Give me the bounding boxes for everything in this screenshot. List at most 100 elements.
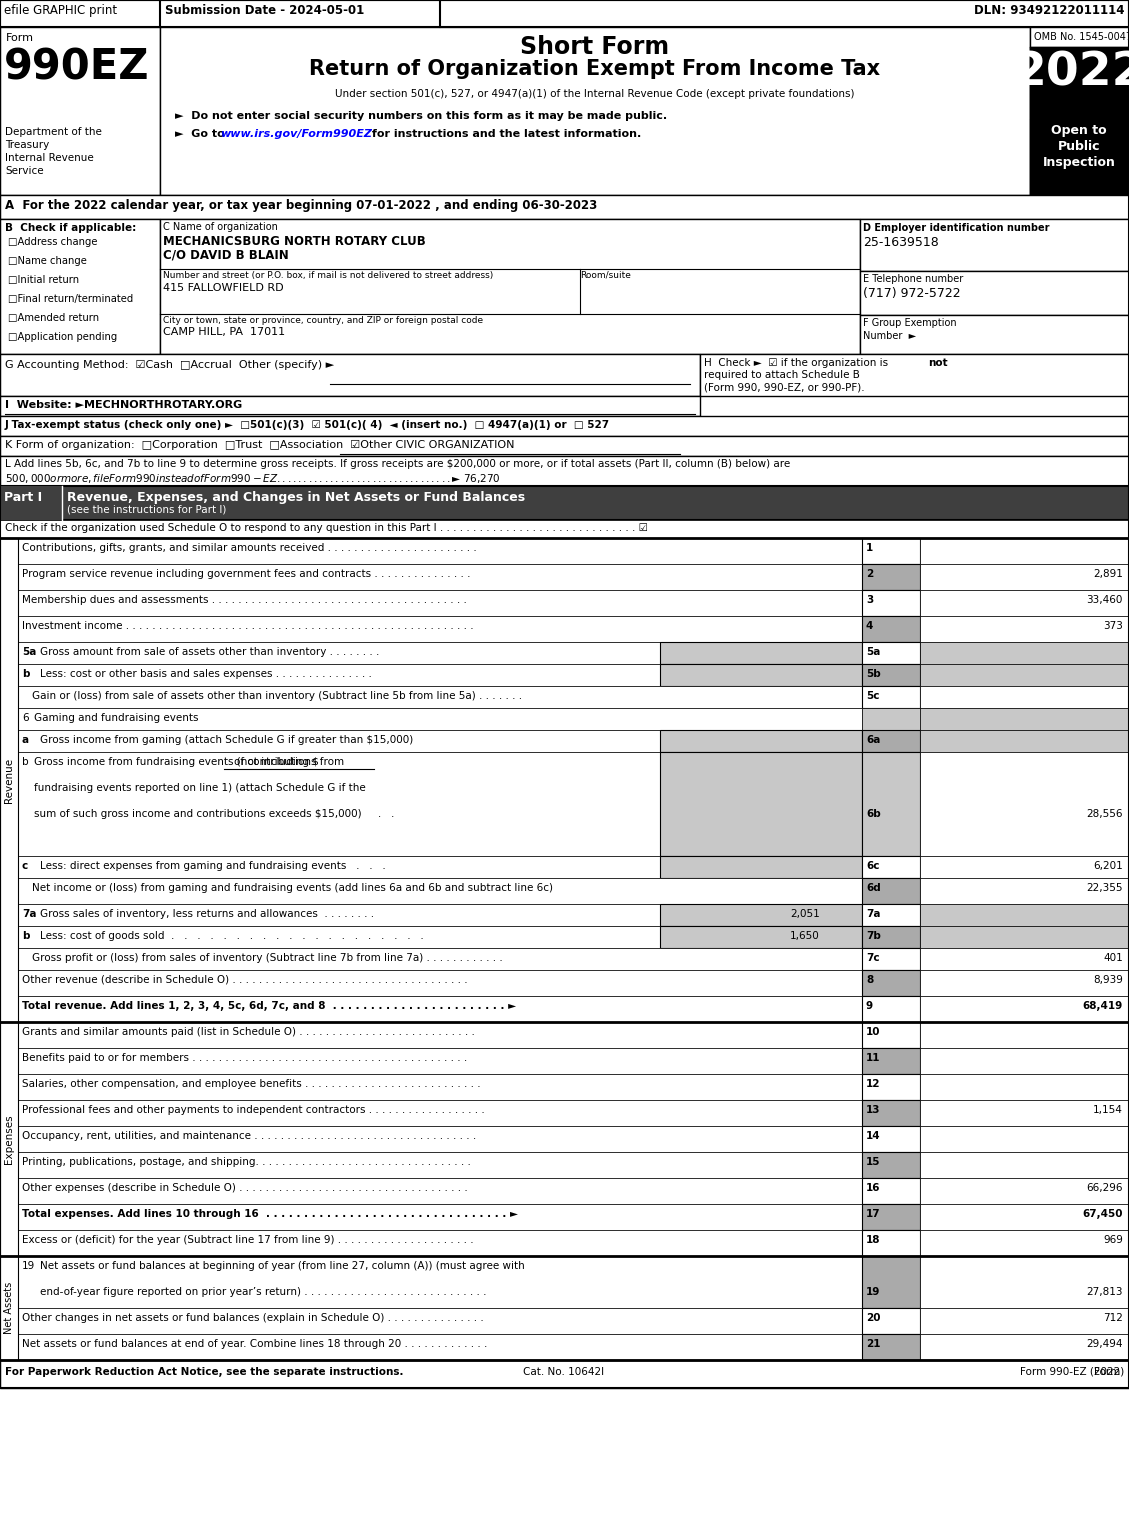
Text: b: b xyxy=(21,756,28,767)
Bar xyxy=(863,1151,920,1177)
Bar xyxy=(863,663,920,686)
Bar xyxy=(660,752,863,856)
Bar xyxy=(660,642,863,663)
Text: Revenue: Revenue xyxy=(5,758,14,802)
Text: Salaries, other compensation, and employee benefits . . . . . . . . . . . . . . : Salaries, other compensation, and employ… xyxy=(21,1080,481,1089)
Bar xyxy=(920,1022,1129,1048)
Text: b: b xyxy=(21,930,29,941)
Text: (717) 972-5722: (717) 972-5722 xyxy=(863,287,961,300)
Text: City or town, state or province, country, and ZIP or foreign postal code: City or town, state or province, country… xyxy=(163,316,483,325)
Bar xyxy=(920,1048,1129,1074)
Bar xyxy=(18,856,660,878)
Bar xyxy=(660,730,863,752)
Text: 6: 6 xyxy=(21,714,28,723)
Text: Net income or (loss) from gaming and fundraising events (add lines 6a and 6b and: Net income or (loss) from gaming and fun… xyxy=(32,883,553,894)
Bar xyxy=(18,970,863,996)
Text: F Group Exemption: F Group Exemption xyxy=(863,319,956,328)
Text: Other changes in net assets or fund balances (explain in Schedule O) . . . . . .: Other changes in net assets or fund bala… xyxy=(21,1313,483,1324)
Text: Program service revenue including government fees and contracts . . . . . . . . : Program service revenue including govern… xyxy=(21,569,471,580)
Bar xyxy=(18,1257,863,1308)
Bar xyxy=(18,686,863,708)
Text: Net assets or fund balances at end of year. Combine lines 18 through 20 . . . . : Net assets or fund balances at end of ye… xyxy=(21,1339,488,1350)
Bar xyxy=(863,642,920,663)
Text: 19: 19 xyxy=(21,1261,35,1270)
Text: Open to: Open to xyxy=(1051,124,1106,137)
Text: Less: cost or other basis and sales expenses . . . . . . . . . . . . . . .: Less: cost or other basis and sales expe… xyxy=(40,669,371,679)
Text: 2,891: 2,891 xyxy=(1093,569,1123,580)
Text: 1: 1 xyxy=(866,543,873,554)
Bar xyxy=(0,195,1129,220)
Text: 29,494: 29,494 xyxy=(1086,1339,1123,1350)
Text: J Tax-exempt status (check only one) ►  □501(c)(3)  ☑ 501(c)( 4)  ◄ (insert no.): J Tax-exempt status (check only one) ► □… xyxy=(5,419,610,430)
Text: of contributions from: of contributions from xyxy=(234,756,344,767)
Text: 6b: 6b xyxy=(866,808,881,819)
Text: fundraising events reported on line 1) (attach Schedule G if the: fundraising events reported on line 1) (… xyxy=(34,782,366,793)
Text: Gross income from gaming (attach Schedule G if greater than $15,000): Gross income from gaming (attach Schedul… xyxy=(40,735,413,746)
Text: Less: direct expenses from gaming and fundraising events   .   .   .: Less: direct expenses from gaming and fu… xyxy=(40,862,386,871)
Text: □Name change: □Name change xyxy=(8,256,87,265)
Bar xyxy=(920,1308,1129,1334)
Bar xyxy=(863,538,920,564)
Text: C Name of organization: C Name of organization xyxy=(163,223,278,232)
Text: Department of the: Department of the xyxy=(5,127,102,137)
Bar xyxy=(18,1205,863,1231)
Text: 969: 969 xyxy=(1103,1235,1123,1244)
Text: Form 990-EZ (2022): Form 990-EZ (2022) xyxy=(1019,1366,1124,1377)
Text: 5a: 5a xyxy=(21,647,36,657)
Text: □Amended return: □Amended return xyxy=(8,313,99,323)
Text: 9: 9 xyxy=(866,1000,873,1011)
Text: 6c: 6c xyxy=(866,862,879,871)
Text: 11: 11 xyxy=(866,1052,881,1063)
Text: Number and street (or P.O. box, if mail is not delivered to street address): Number and street (or P.O. box, if mail … xyxy=(163,271,493,281)
Text: a: a xyxy=(21,735,29,746)
Bar xyxy=(863,1048,920,1074)
Bar xyxy=(863,564,920,590)
Text: 20: 20 xyxy=(866,1313,881,1324)
Text: L Add lines 5b, 6c, and 7b to line 9 to determine gross receipts. If gross recei: L Add lines 5b, 6c, and 7b to line 9 to … xyxy=(5,459,790,470)
Text: D Employer identification number: D Employer identification number xyxy=(863,223,1050,233)
Bar xyxy=(863,970,920,996)
Text: 990EZ: 990EZ xyxy=(5,47,149,88)
Text: Expenses: Expenses xyxy=(5,1115,14,1164)
Bar xyxy=(920,1205,1129,1231)
Bar xyxy=(920,752,1129,856)
Text: CAMP HILL, PA  17011: CAMP HILL, PA 17011 xyxy=(163,326,286,337)
Bar xyxy=(920,1231,1129,1257)
Text: 3: 3 xyxy=(866,595,873,605)
Text: 2,051: 2,051 xyxy=(790,909,820,920)
Bar xyxy=(863,1257,920,1308)
Text: Other revenue (describe in Schedule O) . . . . . . . . . . . . . . . . . . . . .: Other revenue (describe in Schedule O) .… xyxy=(21,974,467,985)
Text: Short Form: Short Form xyxy=(520,35,669,59)
Text: 7a: 7a xyxy=(21,909,36,920)
Text: G Accounting Method:  ☑Cash  □Accrual  Other (specify) ►: G Accounting Method: ☑Cash □Accrual Othe… xyxy=(5,360,334,371)
Text: 27,813: 27,813 xyxy=(1086,1287,1123,1296)
Bar xyxy=(860,220,1129,271)
Text: required to attach Schedule B: required to attach Schedule B xyxy=(704,371,860,380)
Text: Benefits paid to or for members . . . . . . . . . . . . . . . . . . . . . . . . : Benefits paid to or for members . . . . … xyxy=(21,1052,467,1063)
Text: Revenue, Expenses, and Changes in Net Assets or Fund Balances: Revenue, Expenses, and Changes in Net As… xyxy=(67,491,525,503)
Text: Internal Revenue: Internal Revenue xyxy=(5,152,94,163)
Bar xyxy=(920,1125,1129,1151)
Text: Professional fees and other payments to independent contractors . . . . . . . . : Professional fees and other payments to … xyxy=(21,1106,484,1115)
Bar xyxy=(0,486,1129,520)
Text: 68,419: 68,419 xyxy=(1083,1000,1123,1011)
Text: Form: Form xyxy=(1094,1366,1124,1377)
Text: DLN: 93492122011114: DLN: 93492122011114 xyxy=(973,5,1124,17)
Text: Submission Date - 2024-05-01: Submission Date - 2024-05-01 xyxy=(165,5,365,17)
Text: Gross income from fundraising events (not including $: Gross income from fundraising events (no… xyxy=(34,756,318,767)
Bar xyxy=(863,949,920,970)
Bar xyxy=(18,1308,863,1334)
Text: Net Assets: Net Assets xyxy=(5,1283,14,1334)
Bar xyxy=(18,878,863,904)
Text: K Form of organization:  □Corporation  □Trust  □Association  ☑Other CIVIC ORGANI: K Form of organization: □Corporation □Tr… xyxy=(5,441,515,450)
Text: Treasury: Treasury xyxy=(5,140,50,149)
Text: 2022: 2022 xyxy=(1013,50,1129,96)
Bar xyxy=(18,564,863,590)
Bar xyxy=(863,1308,920,1334)
Bar xyxy=(18,1125,863,1151)
Text: 14: 14 xyxy=(866,1132,881,1141)
Bar xyxy=(920,1257,1129,1308)
Text: 33,460: 33,460 xyxy=(1086,595,1123,605)
Bar xyxy=(0,354,700,396)
Text: □Address change: □Address change xyxy=(8,236,97,247)
